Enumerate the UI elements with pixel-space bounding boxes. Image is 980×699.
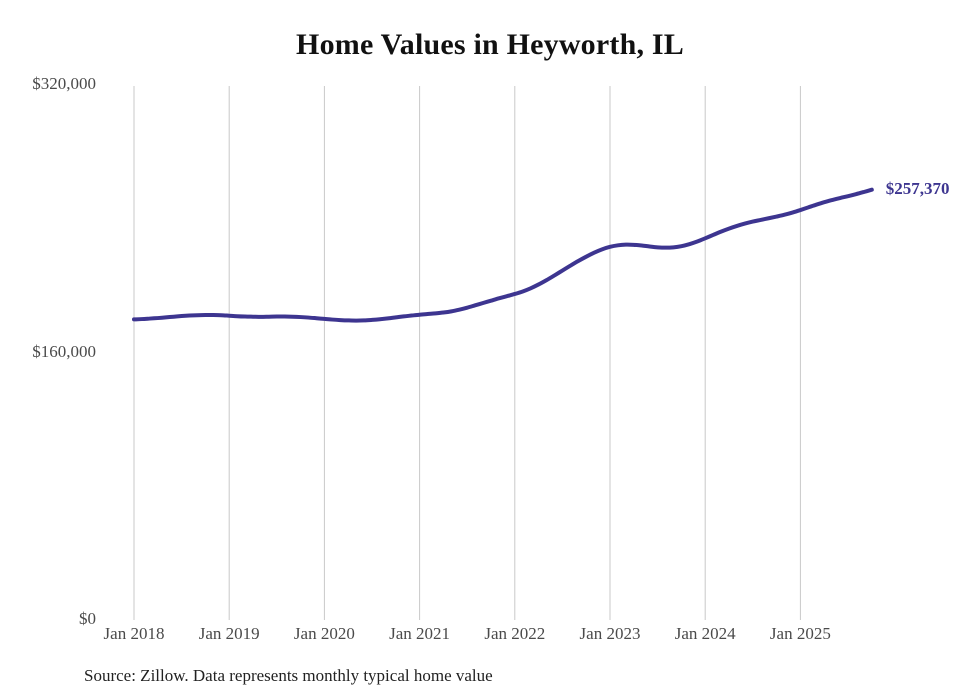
end-value-label: $257,370 xyxy=(885,178,950,198)
x-tick-jan-2019: Jan 2019 xyxy=(198,624,260,643)
x-tick-jan-2022: Jan 2022 xyxy=(484,624,546,643)
y-tick-320000: $320,000 xyxy=(32,74,96,93)
y-tick-0: $0 xyxy=(79,609,96,628)
x-tick-jan-2023: Jan 2023 xyxy=(579,624,641,643)
source-note: Source: Zillow. Data represents monthly … xyxy=(84,666,493,685)
x-tick-jan-2025: Jan 2025 xyxy=(769,624,831,643)
x-tick-jan-2021: Jan 2021 xyxy=(389,624,451,643)
y-tick-160000: $160,000 xyxy=(32,341,96,361)
x-gridlines xyxy=(133,86,801,620)
x-tick-jan-2020: Jan 2020 xyxy=(293,624,355,643)
series-line-typical-home-value xyxy=(132,187,874,323)
x-tick-jan-2018: Jan 2018 xyxy=(103,624,165,643)
chart-title: Home Values in Heyworth, IL xyxy=(296,28,684,61)
x-tick-jan-2024: Jan 2024 xyxy=(674,624,736,643)
